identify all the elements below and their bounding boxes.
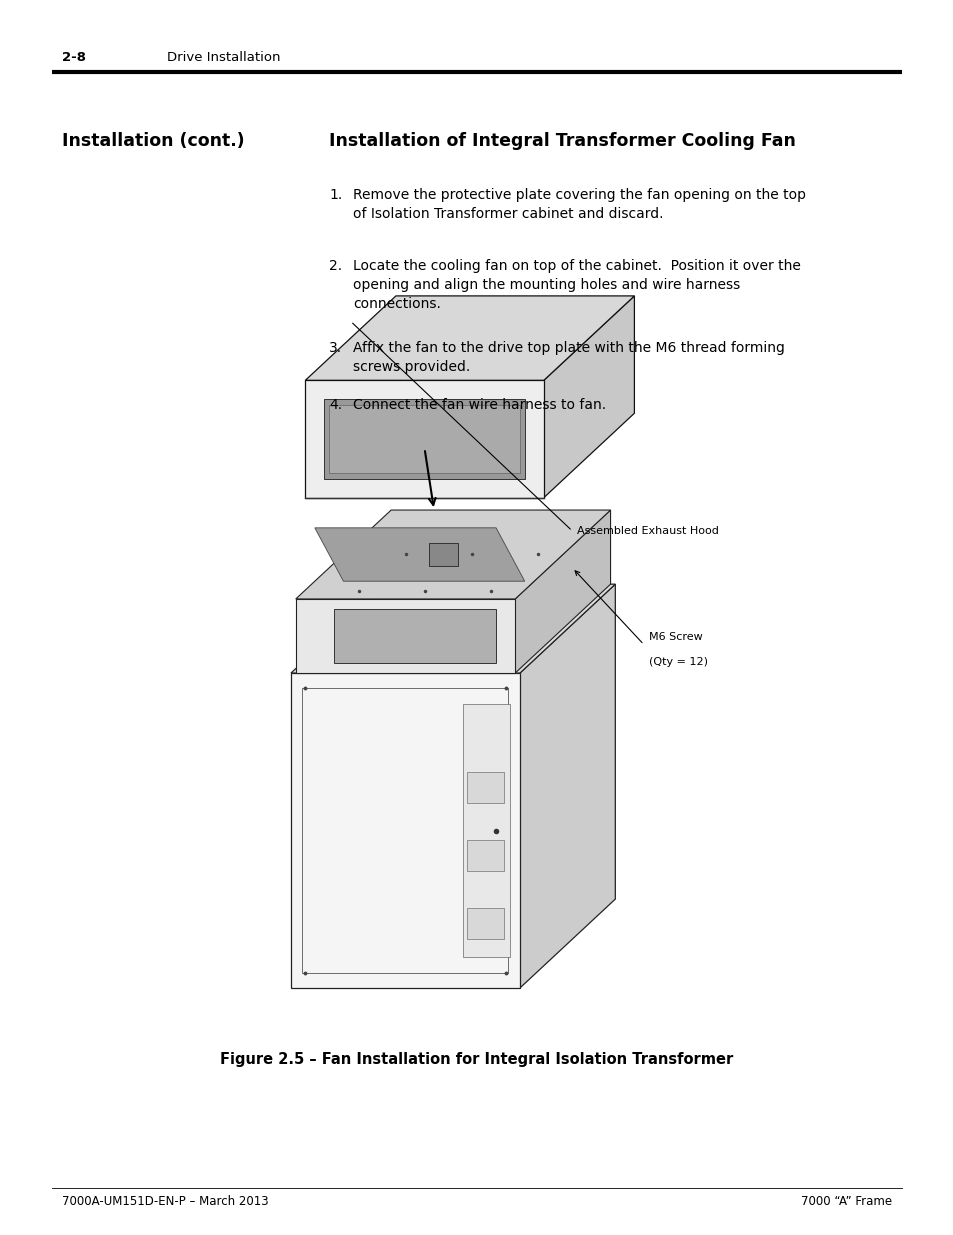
FancyBboxPatch shape <box>467 772 503 803</box>
Text: 3.: 3. <box>329 341 342 354</box>
FancyBboxPatch shape <box>334 609 496 663</box>
Polygon shape <box>305 296 634 380</box>
Text: Installation of Integral Transformer Cooling Fan: Installation of Integral Transformer Coo… <box>329 132 795 151</box>
Text: M6 Screw: M6 Screw <box>648 632 701 642</box>
Text: Figure 2.5 – Fan Installation for Integral Isolation Transformer: Figure 2.5 – Fan Installation for Integr… <box>220 1052 733 1067</box>
Text: Assembled Exhaust Hood: Assembled Exhaust Hood <box>577 526 719 536</box>
Text: 7000A-UM151D-EN-P – March 2013: 7000A-UM151D-EN-P – March 2013 <box>62 1194 269 1208</box>
FancyBboxPatch shape <box>467 840 503 871</box>
Polygon shape <box>295 510 610 599</box>
Polygon shape <box>291 673 519 988</box>
FancyBboxPatch shape <box>329 405 519 473</box>
Text: 2.: 2. <box>329 259 342 273</box>
Text: (Qty = 12): (Qty = 12) <box>648 657 707 667</box>
Polygon shape <box>314 527 524 582</box>
Polygon shape <box>295 599 515 673</box>
Text: Drive Installation: Drive Installation <box>167 51 280 63</box>
Polygon shape <box>462 704 510 957</box>
Text: 1.: 1. <box>329 188 342 201</box>
Text: Locate the cooling fan on top of the cabinet.  Position it over the
opening and : Locate the cooling fan on top of the cab… <box>353 259 800 311</box>
FancyBboxPatch shape <box>467 908 503 939</box>
FancyBboxPatch shape <box>324 399 524 479</box>
Polygon shape <box>519 584 615 988</box>
Polygon shape <box>305 380 543 498</box>
Text: 7000 “A” Frame: 7000 “A” Frame <box>800 1194 891 1208</box>
Text: 2-8: 2-8 <box>62 51 86 63</box>
Text: Installation (cont.): Installation (cont.) <box>62 132 244 151</box>
Text: Connect the fan wire harness to fan.: Connect the fan wire harness to fan. <box>353 398 605 411</box>
Polygon shape <box>515 510 610 673</box>
Text: Affix the fan to the drive top plate with the M6 thread forming
screws provided.: Affix the fan to the drive top plate wit… <box>353 341 784 374</box>
Polygon shape <box>291 584 615 673</box>
Polygon shape <box>543 296 634 498</box>
Text: Remove the protective plate covering the fan opening on the top
of Isolation Tra: Remove the protective plate covering the… <box>353 188 805 221</box>
FancyBboxPatch shape <box>429 543 457 566</box>
Text: 4.: 4. <box>329 398 342 411</box>
